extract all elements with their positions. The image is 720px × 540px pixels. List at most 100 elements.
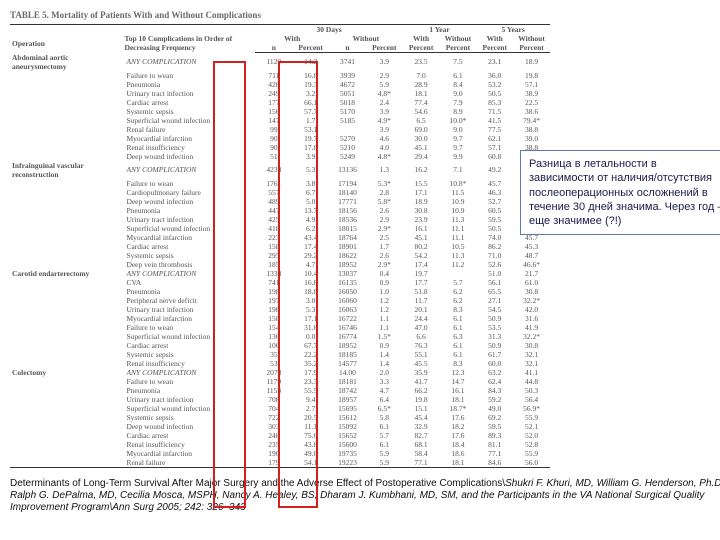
data-cell: 18.9: [513, 53, 550, 71]
data-cell: 32.2*: [513, 332, 550, 341]
data-cell: 10.8*: [440, 179, 477, 188]
data-cell: 0.9: [366, 341, 403, 350]
data-cell: 5.9: [366, 449, 403, 458]
data-cell: 55.9: [513, 449, 550, 458]
data-cell: 61.0: [513, 278, 550, 287]
data-cell: 16722: [329, 314, 366, 323]
data-cell: 21.7: [513, 269, 550, 278]
data-cell: 17194: [329, 179, 366, 188]
data-cell: 32.9: [403, 422, 440, 431]
data-cell: 77.4: [403, 98, 440, 107]
data-cell: 6.2: [440, 287, 477, 296]
data-cell: 19.8: [403, 395, 440, 404]
data-cell: 66.2: [403, 386, 440, 395]
data-cell: 9.7: [440, 134, 477, 143]
data-cell: 18140: [329, 188, 366, 197]
data-cell: 69.0: [403, 125, 440, 134]
data-cell: 16063: [329, 305, 366, 314]
data-cell: 23.5: [403, 53, 440, 71]
data-cell: 38.8: [513, 125, 550, 134]
data-cell: 32.1: [513, 350, 550, 359]
data-cell: 18536: [329, 215, 366, 224]
data-cell: 19.8: [513, 71, 550, 80]
data-cell: 60.5: [476, 206, 513, 215]
operation-label: [10, 296, 120, 305]
data-cell: 9.9: [440, 152, 477, 161]
data-cell: 11.5: [440, 188, 477, 197]
operation-label: Abdominal aortic aneurysmectomy: [10, 53, 120, 71]
data-cell: 15695: [329, 404, 366, 413]
operation-label: [10, 395, 120, 404]
data-cell: 3.3: [366, 377, 403, 386]
data-cell: 76.3: [403, 341, 440, 350]
data-cell: 3.9: [366, 53, 403, 71]
data-cell: 15600: [329, 440, 366, 449]
data-cell: 69.2: [476, 413, 513, 422]
data-cell: 0.9: [366, 278, 403, 287]
red-highlight-box-n: [213, 61, 246, 508]
data-cell: 19735: [329, 449, 366, 458]
data-cell: 15.5: [403, 179, 440, 188]
data-cell: 23.1: [476, 53, 513, 71]
citation-footer: Determinants of Long-Term Survival After…: [10, 478, 720, 514]
data-cell: 16.1: [403, 224, 440, 233]
data-cell: 10.9: [440, 197, 477, 206]
operation-label: [10, 215, 120, 224]
data-cell: 30.8: [513, 287, 550, 296]
period-1year: 1 Year: [403, 25, 477, 35]
operation-label: [10, 206, 120, 215]
data-cell: 18.1: [440, 395, 477, 404]
operation-label: [10, 377, 120, 386]
data-cell: 52.7: [476, 197, 513, 206]
data-cell: 14.00: [329, 368, 366, 377]
data-cell: 50.3: [513, 386, 550, 395]
data-cell: 18.4: [440, 440, 477, 449]
col-operation: Operation: [10, 34, 120, 53]
data-cell: 41.1: [513, 368, 550, 377]
data-cell: 6.2: [440, 296, 477, 305]
data-cell: 11.3: [440, 251, 477, 260]
data-cell: 1.2: [366, 305, 403, 314]
data-cell: 17.7: [403, 278, 440, 287]
data-cell: 19223: [329, 458, 366, 468]
operation-label: [10, 278, 120, 287]
data-cell: 18952: [329, 341, 366, 350]
data-cell: 6.1: [366, 422, 403, 431]
data-cell: 8.3: [440, 359, 477, 368]
data-cell: 53.5: [476, 323, 513, 332]
data-cell: 68.1: [403, 440, 440, 449]
data-cell: 4.8*: [366, 152, 403, 161]
data-cell: 62.1: [476, 134, 513, 143]
operation-label: [10, 143, 120, 152]
data-cell: 1.5*: [366, 332, 403, 341]
data-cell: 16.2: [403, 161, 440, 179]
operation-label: [10, 341, 120, 350]
operation-label: [10, 305, 120, 314]
operation-label: [10, 350, 120, 359]
data-cell: 11.7: [403, 296, 440, 305]
operation-label: [10, 260, 120, 269]
data-cell: 2.9: [366, 215, 403, 224]
data-cell: 82.7: [403, 431, 440, 440]
operation-label: [10, 116, 120, 125]
data-cell: 6.1: [440, 314, 477, 323]
data-cell: 4.0: [366, 143, 403, 152]
data-cell: 18181: [329, 377, 366, 386]
operation-label: Colectomy: [10, 368, 120, 377]
data-cell: 59.5: [476, 215, 513, 224]
data-cell: 45.1: [403, 233, 440, 242]
data-cell: 51.8: [403, 287, 440, 296]
data-cell: 36.0: [476, 71, 513, 80]
data-cell: 11.1: [440, 224, 477, 233]
data-cell: 2.9*: [366, 260, 403, 269]
data-cell: 24.4: [403, 314, 440, 323]
operation-label: [10, 404, 120, 413]
annotation-callout: Разница в летальности в зависимости от н…: [520, 150, 720, 235]
data-cell: 62.4: [476, 377, 513, 386]
data-cell: 56.9*: [513, 404, 550, 413]
data-cell: 3741: [329, 53, 366, 71]
data-cell: 45.7: [476, 179, 513, 188]
data-cell: 8.9: [440, 107, 477, 116]
data-cell: 27.1: [476, 296, 513, 305]
data-cell: 60.0: [476, 359, 513, 368]
